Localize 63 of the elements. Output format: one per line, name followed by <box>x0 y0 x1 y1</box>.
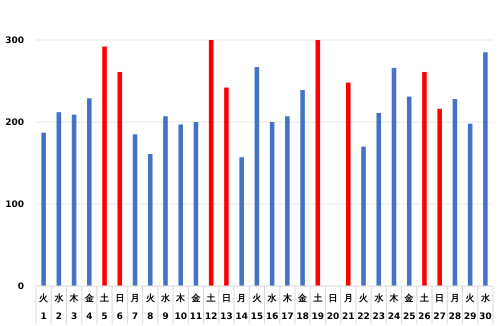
x-tick-label: 金 4 <box>84 293 95 322</box>
bar <box>300 90 305 286</box>
bar <box>346 82 351 286</box>
x-tick-label: 水 23 <box>372 293 386 322</box>
x-tick-label: 木 24 <box>388 293 400 322</box>
bar <box>452 99 458 286</box>
x-tick-label: 木 10 <box>174 293 187 322</box>
bar <box>254 67 260 286</box>
x-tick-label: 土 26 <box>418 293 431 322</box>
bar <box>468 124 472 286</box>
bar <box>483 52 488 286</box>
x-tick-label: 月 28 <box>448 293 462 322</box>
x-tick-label: 火 8 <box>146 293 156 322</box>
y-tick-label: 100 <box>5 200 24 210</box>
bar <box>361 146 366 286</box>
bar <box>148 154 153 286</box>
bar <box>270 122 274 286</box>
x-tick-label: 金 18 <box>296 293 309 322</box>
x-tick-label: 日 27 <box>433 293 446 322</box>
x-tick-label: 月 7 <box>130 293 140 322</box>
bar <box>87 98 92 286</box>
bar <box>285 116 290 286</box>
bar <box>224 88 229 286</box>
bar <box>102 46 107 286</box>
bar <box>194 122 198 286</box>
bar <box>376 112 382 286</box>
x-tick-label: 水 9 <box>160 293 171 322</box>
y-tick-label: 0 <box>18 282 24 292</box>
bar <box>316 40 320 286</box>
x-tick-label: 日 20 <box>326 293 340 322</box>
x-tick-label: 日 13 <box>220 293 233 322</box>
bar <box>392 68 396 286</box>
x-tick-label: 木 3 <box>68 293 80 322</box>
x-tick-label: 木 17 <box>281 293 294 322</box>
x-tick-label: 水 16 <box>266 293 278 322</box>
x-tick-label: 火 22 <box>357 293 370 322</box>
x-tick-label: 水 2 <box>53 293 64 322</box>
bar <box>118 72 122 286</box>
y-tick-label: 200 <box>5 118 24 128</box>
x-tick-label: 土 12 <box>204 293 218 322</box>
bar <box>132 134 138 286</box>
x-tick-label: 水 30 <box>479 293 492 322</box>
bar <box>41 132 46 286</box>
bar <box>239 157 244 286</box>
bar <box>208 40 214 286</box>
x-tick-label: 月 21 <box>342 293 355 322</box>
x-tick-label: 火 29 <box>464 293 476 322</box>
bar <box>163 116 168 286</box>
x-tick-label: 金 25 <box>402 293 416 322</box>
x-tick-label: 火 1 <box>39 293 50 322</box>
x-tick-label: 日 6 <box>115 293 124 322</box>
x-tick-label: 月 14 <box>235 293 248 322</box>
bar <box>72 114 76 286</box>
bar <box>56 112 62 286</box>
x-tick-label: 金 11 <box>190 293 202 322</box>
bar <box>406 96 412 286</box>
bar <box>422 72 427 286</box>
bar <box>437 108 442 286</box>
y-tick-label: 300 <box>5 36 24 46</box>
x-tick-label: 土 5 <box>99 293 110 322</box>
x-tick-label: 土 19 <box>312 293 324 322</box>
bar <box>178 124 183 286</box>
x-tick-label: 火 15 <box>250 293 264 322</box>
